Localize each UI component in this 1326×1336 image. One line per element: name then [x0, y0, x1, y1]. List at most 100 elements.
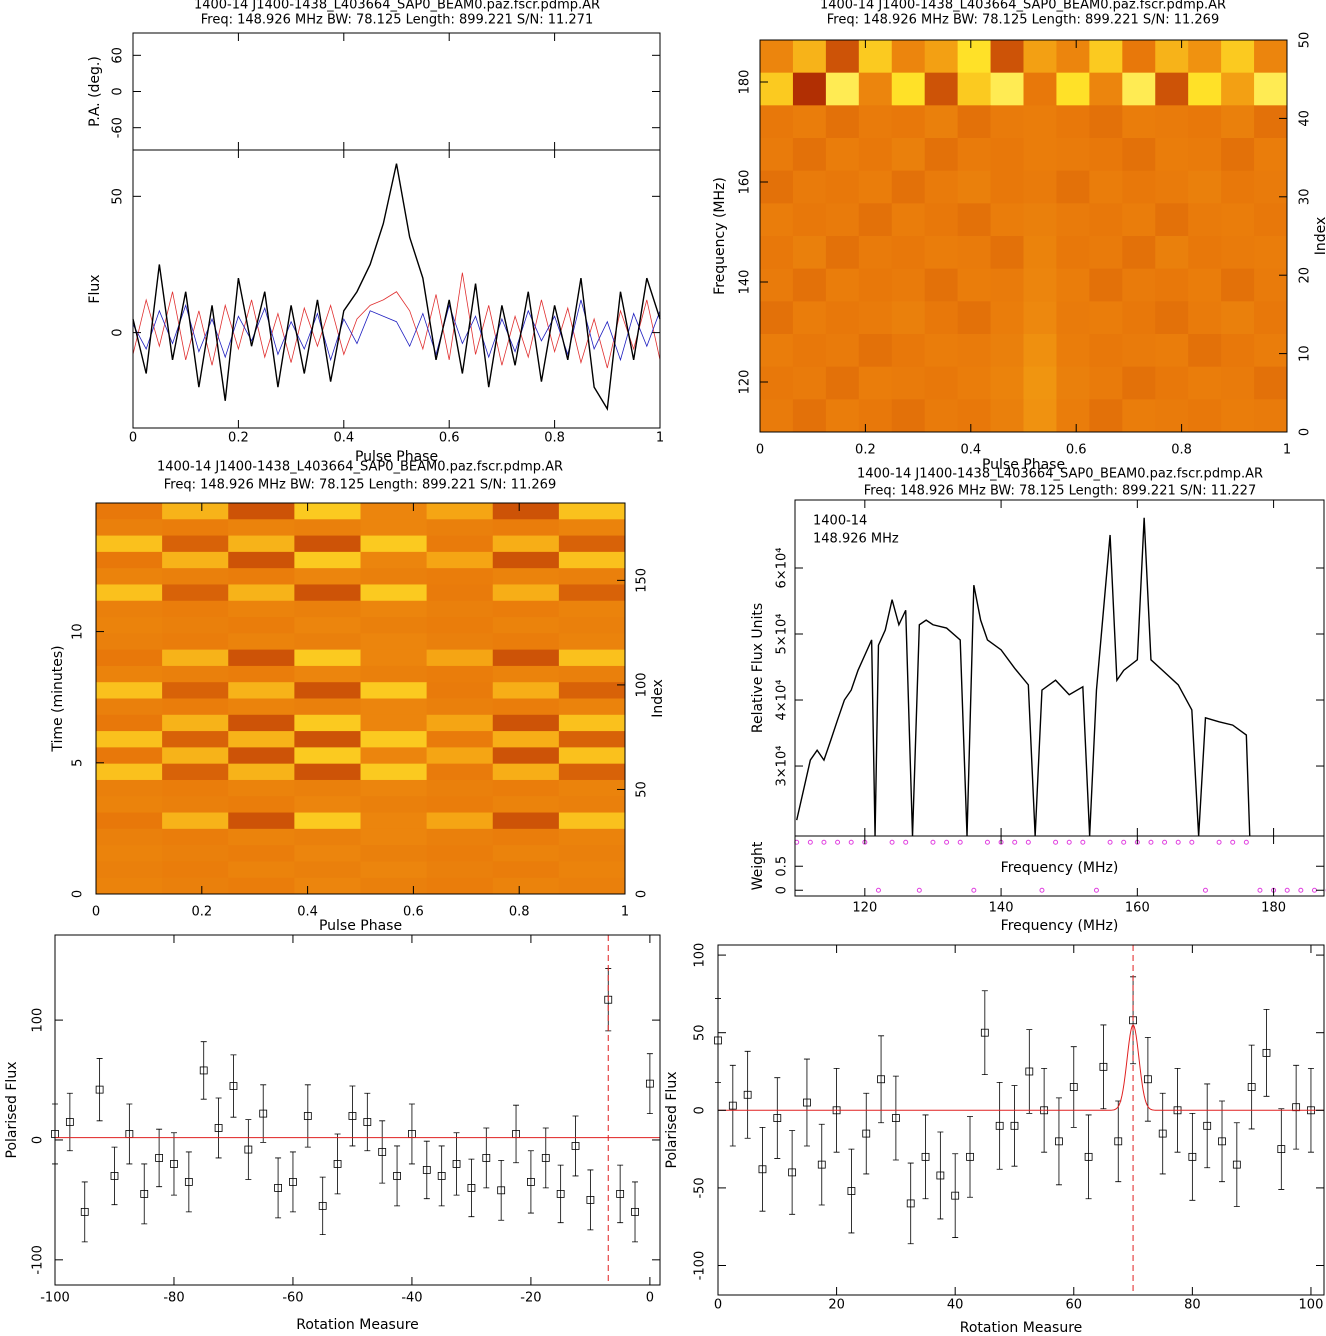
y-tick-label: 0 — [1298, 428, 1313, 436]
x-tick-label: 0 — [714, 1298, 722, 1313]
heat-cell — [760, 366, 794, 400]
heat-cell — [891, 170, 926, 204]
heat-cell — [96, 698, 163, 716]
y-tick-label: 4×10⁴ — [775, 680, 790, 721]
heat-cell — [1188, 268, 1222, 302]
heat-cell — [558, 682, 626, 699]
error-bar — [1159, 1092, 1166, 1175]
heat-cell — [492, 731, 560, 748]
error-bar — [364, 1092, 371, 1152]
heat-cell — [162, 519, 229, 537]
data-point — [891, 1114, 900, 1122]
heat-cell — [1155, 105, 1189, 139]
chart-subtitle: Freq: 148.926 MHz BW: 78.125 Length: 899… — [164, 478, 556, 493]
heat-cell — [162, 584, 229, 602]
heat-cell — [1221, 105, 1255, 139]
heat-cell — [1023, 399, 1057, 433]
heat-cell — [96, 763, 163, 781]
heat-cell — [792, 366, 827, 400]
heat-cell — [792, 72, 827, 106]
heat-cell — [426, 584, 494, 602]
heat-cell — [990, 170, 1024, 204]
chart-title: 1400-14 J1400-1438_L403664_SAP0_BEAM0.pa… — [194, 0, 600, 13]
heat-cell — [360, 519, 428, 537]
x-tick-label: 180 — [1261, 901, 1286, 916]
data-point — [318, 1201, 327, 1210]
heat-cell — [1056, 334, 1090, 368]
data-point — [616, 1190, 625, 1198]
heat-cell — [558, 747, 626, 765]
data-point — [556, 1190, 565, 1198]
heat-cell — [1221, 170, 1255, 204]
x-tick-label: 0 — [646, 1291, 654, 1306]
error-bar — [878, 1035, 885, 1124]
y-tick-label: 50 — [111, 188, 126, 205]
heat-cell — [1023, 366, 1057, 400]
weight-point — [835, 839, 841, 845]
weight-point — [1216, 839, 1222, 845]
heat-cell — [858, 203, 893, 237]
weight-point — [889, 839, 895, 845]
data-point — [1069, 1083, 1078, 1091]
heat-cell — [1056, 138, 1090, 172]
heat-cell — [924, 236, 959, 270]
heat-cell — [924, 268, 959, 302]
heat-cell — [858, 399, 893, 433]
heat-cell — [492, 877, 560, 895]
heat-cell — [1254, 170, 1288, 204]
heat-cell — [558, 617, 626, 634]
heat-cell — [792, 399, 827, 433]
heat-cell — [162, 551, 229, 569]
heat-cell — [825, 399, 860, 433]
heat-cell — [1188, 105, 1222, 139]
heat-cell — [1221, 268, 1255, 302]
heat-cell — [990, 334, 1024, 368]
heat-cell — [162, 731, 229, 748]
error-bar — [96, 1058, 103, 1122]
data-point — [80, 1207, 89, 1216]
profile-line — [132, 163, 661, 412]
heat-cell — [924, 138, 959, 172]
heat-cell — [1089, 268, 1123, 302]
heat-cell — [924, 105, 959, 139]
heat-cell — [228, 551, 295, 569]
heat-cell — [360, 617, 428, 634]
heat-cell — [294, 584, 361, 602]
data-point — [1143, 1075, 1152, 1084]
error-bar — [349, 1085, 356, 1147]
heat-cell — [492, 763, 560, 781]
heat-cell — [492, 584, 560, 602]
heat-cell — [1155, 40, 1189, 74]
heat-cell — [228, 535, 295, 553]
weight-point — [1039, 887, 1045, 893]
heat-cell — [492, 861, 560, 879]
heat-cell — [426, 551, 494, 569]
data-point — [422, 1166, 431, 1174]
heat-cell — [426, 714, 494, 732]
error-bar — [200, 1041, 207, 1100]
weight-point — [944, 839, 950, 845]
x-tick-label: 0.2 — [191, 905, 212, 920]
heat-cell — [294, 763, 361, 781]
heat-cell — [426, 535, 494, 553]
heat-cell — [162, 714, 229, 732]
error-bar — [230, 1054, 237, 1118]
heat-cell — [1122, 138, 1156, 172]
heat-cell — [825, 301, 860, 335]
heat-cell — [96, 877, 163, 895]
heat-cell — [426, 665, 494, 683]
heat-cell — [858, 268, 893, 302]
heat-cell — [360, 568, 428, 585]
heat-cell — [294, 877, 361, 895]
heat-cell — [228, 649, 295, 667]
error-bar — [319, 1176, 326, 1236]
heat-cell — [825, 268, 860, 302]
data-point — [1247, 1083, 1256, 1091]
heat-cell — [792, 105, 827, 139]
heat-cell — [492, 551, 560, 569]
heat-cell — [492, 519, 560, 537]
heat-cell — [760, 268, 794, 302]
heat-cell — [1023, 268, 1057, 302]
heat-cell — [492, 698, 560, 716]
heat-cell — [924, 334, 959, 368]
